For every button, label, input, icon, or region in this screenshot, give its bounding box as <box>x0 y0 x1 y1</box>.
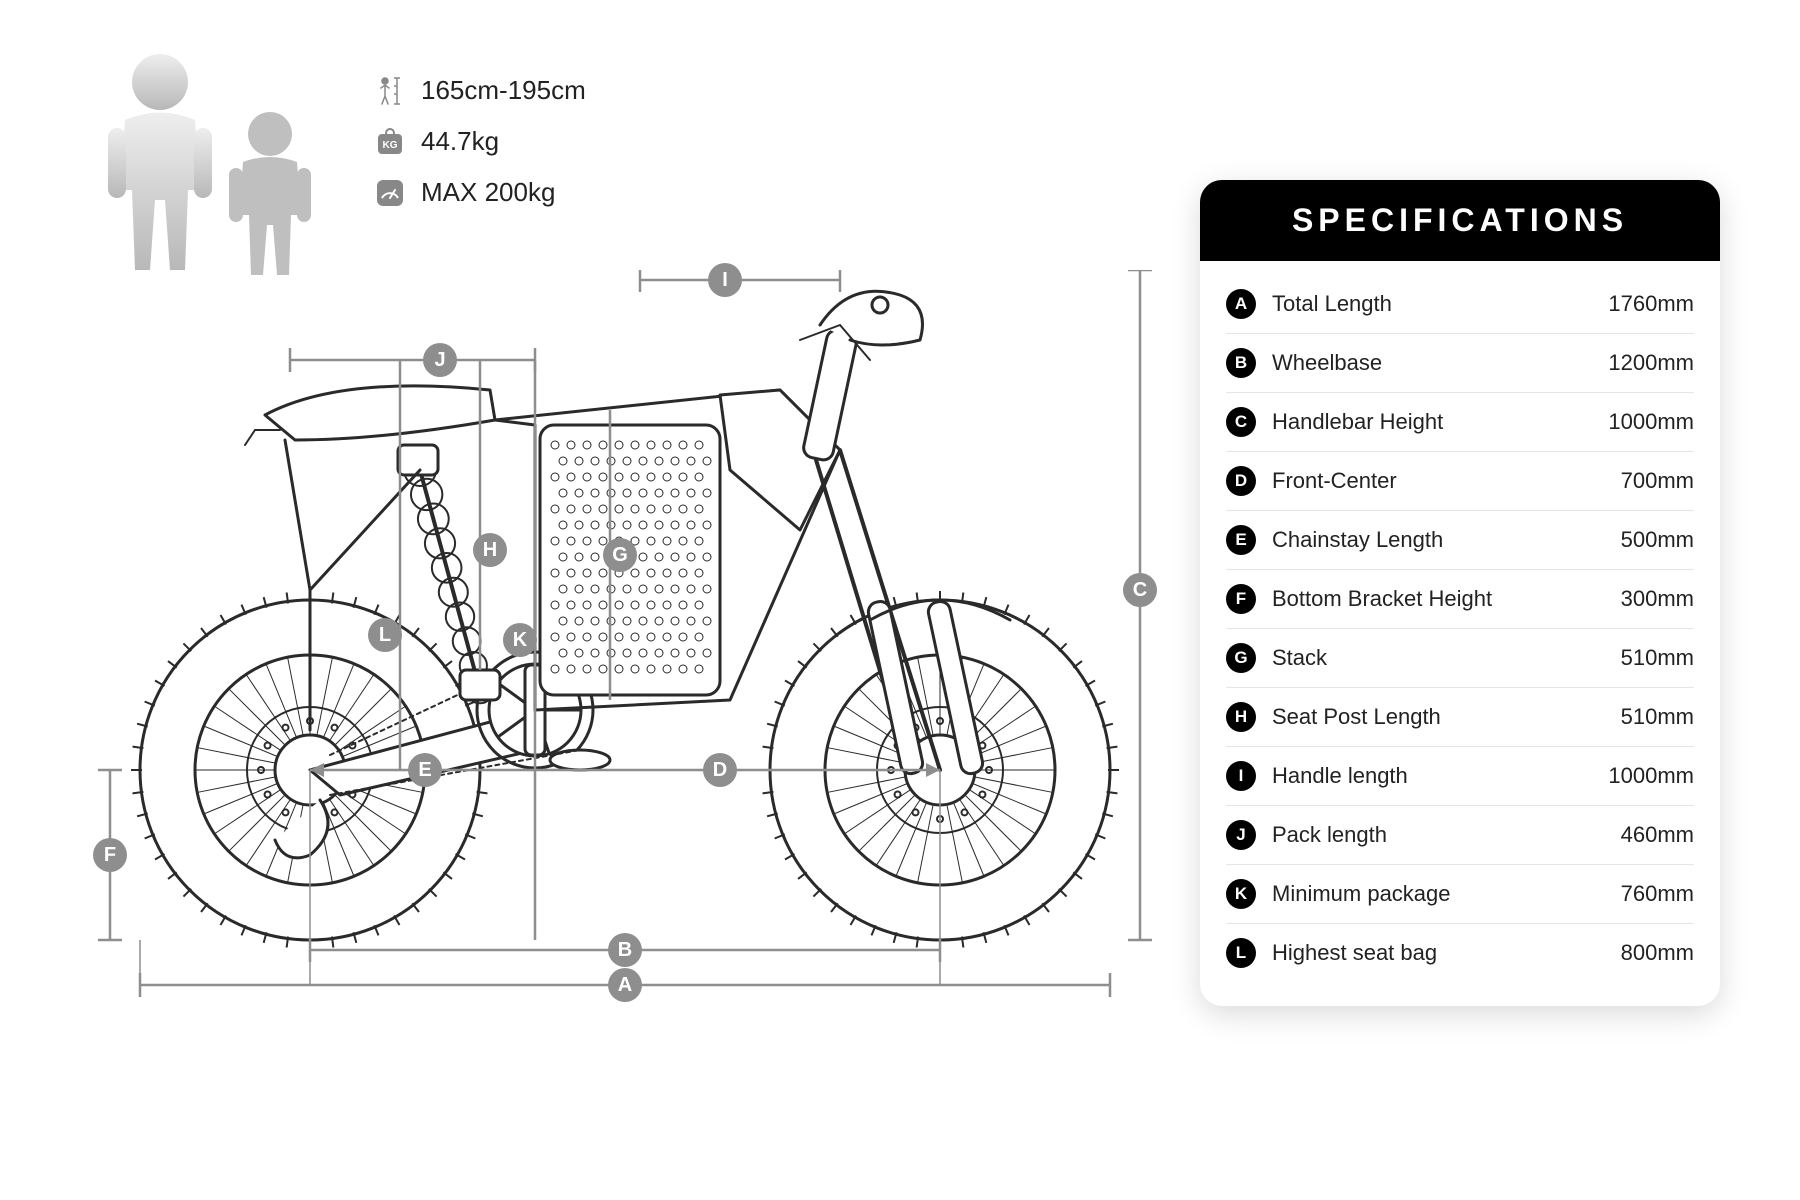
spec-bullet: L <box>1226 938 1256 968</box>
spec-row: C Handlebar Height1000mm <box>1226 393 1694 452</box>
spec-panel: SPECIFICATIONS A Total Length1760mm B Wheel… <box>1200 180 1720 1006</box>
spec-row: G Stack510mm <box>1226 629 1694 688</box>
people-silhouette <box>100 50 340 285</box>
bike-diagram: ABCDEFGHIJKL <box>80 270 1180 1020</box>
spec-bullet: D <box>1226 466 1256 496</box>
spec-label: Stack <box>1272 645 1621 671</box>
dim-label-K: K <box>503 623 537 657</box>
stat-height: 165cm-195cm <box>375 75 586 106</box>
dim-label-G: G <box>603 538 637 572</box>
height-icon <box>375 76 405 106</box>
spec-value: 300mm <box>1621 586 1694 612</box>
spec-panel-body: A Total Length1760mm B Wheelbase1200mm C Hand… <box>1200 261 1720 1006</box>
spec-label: Pack length <box>1272 822 1621 848</box>
dim-label-C: C <box>1123 573 1157 607</box>
spec-label: Chainstay Length <box>1272 527 1621 553</box>
spec-label: Minimum package <box>1272 881 1621 907</box>
stat-height-value: 165cm-195cm <box>421 75 586 106</box>
spec-value: 700mm <box>1621 468 1694 494</box>
spec-row: B Wheelbase1200mm <box>1226 334 1694 393</box>
stat-maxload: MAX 200kg <box>375 177 586 208</box>
spec-row: E Chainstay Length500mm <box>1226 511 1694 570</box>
weight-icon: KG <box>375 127 405 157</box>
spec-label: Total Length <box>1272 291 1608 317</box>
spec-bullet: J <box>1226 820 1256 850</box>
spec-row: L Highest seat bag800mm <box>1226 924 1694 982</box>
spec-bullet: C <box>1226 407 1256 437</box>
spec-bullet: I <box>1226 761 1256 791</box>
spec-bullet: H <box>1226 702 1256 732</box>
dim-label-A: A <box>608 968 642 1002</box>
dim-label-F: F <box>93 838 127 872</box>
spec-value: 510mm <box>1621 645 1694 671</box>
spec-label: Handle length <box>1272 763 1608 789</box>
gauge-icon <box>375 178 405 208</box>
spec-bullet: K <box>1226 879 1256 909</box>
spec-row: H Seat Post Length510mm <box>1226 688 1694 747</box>
spec-label: Seat Post Length <box>1272 704 1621 730</box>
spec-label: Highest seat bag <box>1272 940 1621 966</box>
svg-text:KG: KG <box>383 140 398 151</box>
stat-weight: KG 44.7kg <box>375 126 586 157</box>
spec-panel-title: SPECIFICATIONS <box>1200 180 1720 261</box>
spec-row: K Minimum package760mm <box>1226 865 1694 924</box>
spec-value: 500mm <box>1621 527 1694 553</box>
spec-value: 760mm <box>1621 881 1694 907</box>
spec-value: 800mm <box>1621 940 1694 966</box>
spec-row: F Bottom Bracket Height300mm <box>1226 570 1694 629</box>
spec-row: J Pack length460mm <box>1226 806 1694 865</box>
spec-value: 1000mm <box>1608 763 1694 789</box>
spec-bullet: F <box>1226 584 1256 614</box>
spec-value: 510mm <box>1621 704 1694 730</box>
spec-row: D Front-Center700mm <box>1226 452 1694 511</box>
spec-row: I Handle length1000mm <box>1226 747 1694 806</box>
spec-label: Front-Center <box>1272 468 1621 494</box>
spec-bullet: E <box>1226 525 1256 555</box>
stat-maxload-value: MAX 200kg <box>421 177 555 208</box>
spec-bullet: B <box>1226 348 1256 378</box>
stat-weight-value: 44.7kg <box>421 126 499 157</box>
dim-label-L: L <box>368 618 402 652</box>
spec-value: 1000mm <box>1608 409 1694 435</box>
spec-label: Handlebar Height <box>1272 409 1608 435</box>
spec-row: A Total Length1760mm <box>1226 275 1694 334</box>
spec-label: Bottom Bracket Height <box>1272 586 1621 612</box>
spec-bullet: A <box>1226 289 1256 319</box>
spec-bullet: G <box>1226 643 1256 673</box>
dim-label-H: H <box>473 533 507 567</box>
dim-label-D: D <box>703 753 737 787</box>
dim-label-J: J <box>423 343 457 377</box>
spec-value: 460mm <box>1621 822 1694 848</box>
dim-label-E: E <box>408 753 442 787</box>
spec-value: 1760mm <box>1608 291 1694 317</box>
spec-value: 1200mm <box>1608 350 1694 376</box>
spec-label: Wheelbase <box>1272 350 1608 376</box>
dim-label-I: I <box>708 263 742 297</box>
stats-block: 165cm-195cm KG 44.7kg MAX 200kg <box>375 75 586 228</box>
dim-label-B: B <box>608 933 642 967</box>
